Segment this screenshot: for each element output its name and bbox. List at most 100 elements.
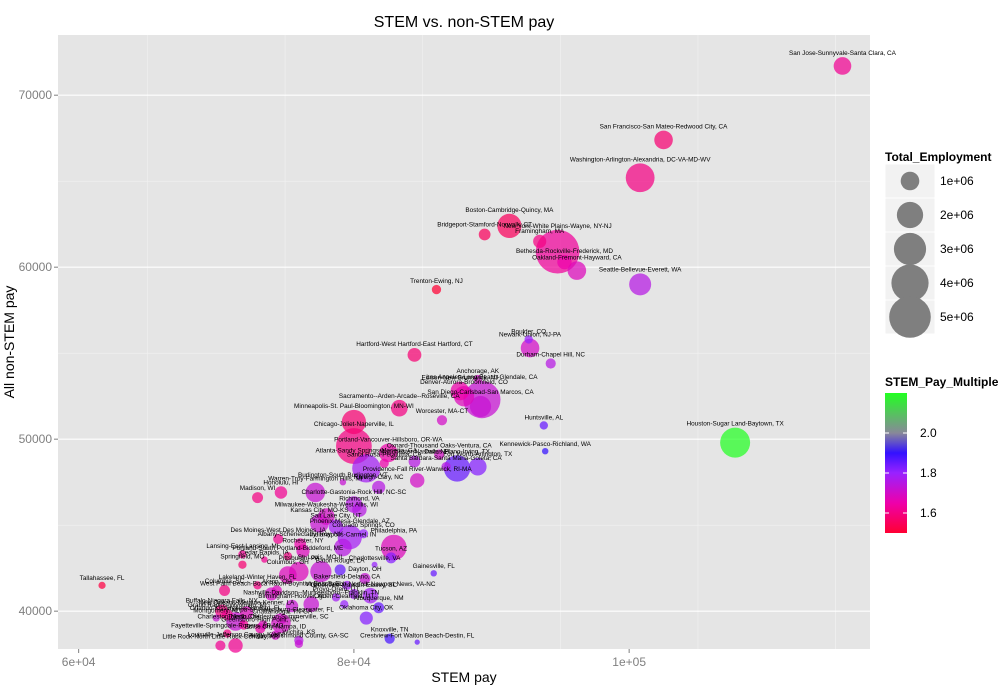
point-label: Boise City-Nampa, ID <box>245 624 307 631</box>
size-legend-circle <box>900 171 920 191</box>
data-point <box>539 421 548 430</box>
point-label: Houston-Sugar Land-Baytown, TX <box>687 421 785 428</box>
data-point <box>221 609 233 621</box>
point-label: Nashville-Davidson--Murfreesboro--Frankl… <box>243 590 379 597</box>
point-label: Lakeland-Winter Haven, FL <box>219 574 297 581</box>
data-point <box>328 519 344 535</box>
point-label: Raleigh-Cary, NC <box>354 474 404 481</box>
point-label: Warren-Troy-Farmington Hills, MI <box>268 476 363 483</box>
point-label: Fayetteville-Springdale-Rogers, AR-MO <box>171 622 283 629</box>
y-axis-label: All non-STEM pay <box>1 286 17 399</box>
color-legend: STEM_Pay_Multiple 1.6 1.8 2.0 <box>885 375 999 533</box>
data-point <box>371 561 378 568</box>
data-point <box>358 529 369 539</box>
data-point <box>352 502 367 517</box>
size-legend-label: 1e+06 <box>940 174 974 188</box>
data-point <box>441 462 451 472</box>
y-tick-label: 40000 <box>19 604 53 618</box>
point-label: Bridgeport-Stamford-Norwalk, CT <box>437 222 532 229</box>
data-point <box>310 561 332 583</box>
data-point <box>478 228 491 241</box>
size-legend-label: 5e+06 <box>940 310 974 324</box>
data-point <box>239 620 249 630</box>
point-label: Santa Barbara-Santa Maria-Goleta, CA <box>391 455 503 462</box>
data-point <box>469 395 492 418</box>
data-point <box>283 551 292 561</box>
size-legend-label: 4e+06 <box>940 276 974 290</box>
point-label: Springfield, MO <box>220 554 264 561</box>
data-point <box>228 638 243 653</box>
data-point <box>339 478 347 486</box>
point-label: Worcester, MA-CT <box>416 408 469 415</box>
point-label: Knoxville, TN <box>371 627 409 634</box>
data-point <box>340 600 349 609</box>
point-label: Montgomery, AL <box>193 607 240 614</box>
data-point <box>212 614 220 622</box>
point-label: Columbia, SC <box>205 578 245 585</box>
point-label: Bethesda-Rockville-Frederick, MD <box>516 248 613 255</box>
data-point <box>436 415 448 426</box>
point-label: Fort Worth-Arlington, TX <box>443 451 513 458</box>
data-point <box>434 449 445 460</box>
size-legend: Total_Employment 1e+06 2e+06 3e+06 4e+06 5e+… <box>884 150 991 338</box>
size-legend-circle <box>896 201 924 229</box>
data-point <box>384 633 395 644</box>
data-point <box>274 486 288 499</box>
point-label: Lansing-East Lansing, MI <box>206 543 278 550</box>
point-label: Madison, WI <box>240 485 276 492</box>
data-point <box>430 570 437 577</box>
data-point <box>294 538 307 550</box>
point-label: San Francisco-San Mateo-Redwood City, CA <box>600 124 728 131</box>
data-point <box>468 457 487 476</box>
data-point <box>271 585 282 596</box>
data-point <box>541 447 549 455</box>
color-legend-label: 1.8 <box>920 466 937 480</box>
data-point <box>318 508 335 525</box>
point-label: Dayton, OH <box>348 566 382 573</box>
point-label: Crestview-Fort Walton Beach-Destin, FL <box>360 632 475 639</box>
point-label: Kennewick-Pasco-Richland, WA <box>499 441 591 448</box>
point-label: Minneapolis-St. Paul-Bloomington, MN-WI <box>294 403 414 410</box>
data-point <box>625 163 655 193</box>
y-tick-label: 70000 <box>19 88 53 102</box>
point-labels: San Jose-Sunnyvale-Santa Clara, CA San Fr… <box>80 50 897 640</box>
point-label: Trenton-Ewing, NJ <box>410 278 463 285</box>
point-label: Oakland-Fremont-Hayward, CA <box>532 254 622 261</box>
data-point <box>258 620 268 630</box>
data-point <box>352 454 381 483</box>
data-point <box>373 602 385 614</box>
point-label: Salt Lake City, UT <box>310 513 361 520</box>
point-label: Greensboro-High Point, NC <box>221 616 300 623</box>
point-label: Manchester-Nashua, NH <box>379 449 450 456</box>
data-point <box>359 611 373 625</box>
data-point <box>334 538 352 557</box>
point-label: Rochester, NY <box>282 537 324 544</box>
data-point <box>285 599 299 613</box>
point-label: Charlotte-Gastonia-Rock Hill, NC-SC <box>302 489 407 496</box>
panel-background <box>58 35 870 649</box>
point-label: Edison-New Brunswick, NJ <box>422 375 499 382</box>
point-label: Des Moines-West Des Moines, IA <box>230 527 326 534</box>
point-label: Cedar Rapids, IA <box>240 549 289 556</box>
point-label: Provo-Orem, UT <box>313 586 360 593</box>
point-label: Denver-Aurora-Broomfield, CO <box>420 379 508 386</box>
color-legend-label: 1.6 <box>920 506 937 520</box>
data-point <box>238 560 247 569</box>
point-label: Pittsburgh, PA <box>279 555 320 562</box>
size-legend-circle <box>889 296 931 338</box>
size-legend-label: 3e+06 <box>940 242 974 256</box>
point-label: Kansas City, MO-KS <box>290 507 348 514</box>
data-point <box>294 639 304 648</box>
point-label: Atlanta-Sandy Springs-Marietta, GA <box>315 447 417 454</box>
point-label: West Palm Beach-Boca Raton-Boynton Beach… <box>200 580 343 587</box>
color-legend-title: STEM_Pay_Multiple <box>885 375 999 389</box>
point-label: St. Louis, MO-IL <box>298 554 345 561</box>
data-point <box>414 639 420 645</box>
data-point <box>524 335 533 344</box>
point-label: New York-White Plains-Wayne, NY-NJ <box>503 223 611 230</box>
point-label: Phoenix-Mesa-Glendale, AZ <box>310 518 390 525</box>
data-point <box>219 585 231 597</box>
data-point <box>431 284 442 295</box>
point-label: Wichita, KS <box>282 629 315 636</box>
point-label: Framingham, MA <box>515 228 565 235</box>
